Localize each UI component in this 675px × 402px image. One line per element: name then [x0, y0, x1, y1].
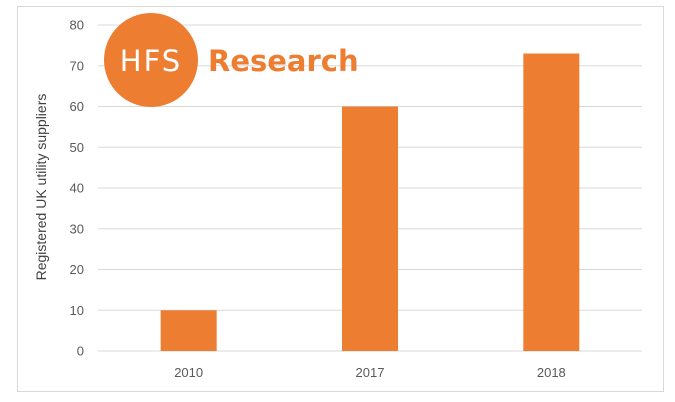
logo-research-text: Research — [208, 44, 359, 78]
y-tick-label: 20 — [70, 262, 84, 277]
y-axis-label: Registered UK utility suppliers — [33, 94, 49, 281]
bar-2017 — [342, 106, 398, 351]
bars — [160, 53, 580, 352]
x-tick-label: 2018 — [537, 365, 566, 380]
y-tick-label: 70 — [70, 58, 84, 73]
logo-circle — [104, 13, 198, 107]
bar-2010 — [160, 310, 217, 351]
y-axis-ticks: 0 10 20 30 40 50 60 70 80 — [70, 18, 84, 359]
y-tick-label: 10 — [70, 303, 84, 318]
y-tick-label: 0 — [77, 344, 84, 359]
y-tick-label: 60 — [70, 99, 84, 114]
bar-2018 — [523, 53, 580, 352]
x-tick-label: 2010 — [174, 365, 203, 380]
y-tick-label: 80 — [70, 18, 84, 33]
x-tick-label: 2017 — [356, 365, 385, 380]
y-tick-label: 40 — [70, 181, 84, 196]
hfs-logo: HFS Research — [104, 13, 359, 107]
x-axis-ticks: 2010 2017 2018 — [174, 365, 566, 380]
y-tick-label: 50 — [70, 140, 84, 155]
logo-hfs-text: HFS — [120, 44, 182, 78]
y-tick-label: 30 — [70, 221, 84, 236]
